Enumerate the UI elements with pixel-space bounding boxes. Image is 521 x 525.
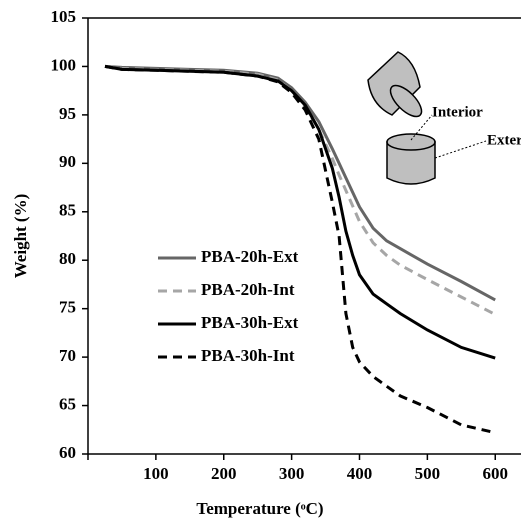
x-tick-label: 100 [143, 464, 169, 483]
x-tick-label: 200 [211, 464, 237, 483]
y-tick-label: 75 [59, 298, 76, 317]
y-tick-label: 85 [59, 201, 76, 220]
y-tick-label: 80 [59, 249, 76, 268]
legend-label: PBA-20h-Int [201, 280, 295, 299]
annotation-leader [410, 114, 487, 159]
y-tick-label: 95 [59, 104, 76, 123]
y-axis-label: Weight (%) [11, 194, 30, 279]
y-tick-label: 105 [51, 7, 77, 26]
y-tick-label: 60 [59, 443, 76, 462]
series-line [104, 64, 496, 435]
legend-label: PBA-30h-Ext [201, 313, 299, 332]
y-tick-label: 100 [51, 55, 77, 74]
x-tick-label: 300 [279, 464, 305, 483]
annotation: Exterior [487, 132, 521, 148]
y-tick-label: 90 [59, 152, 76, 171]
x-axis-label: Temperature (ᵒC) [196, 499, 323, 518]
x-tick-label: 500 [415, 464, 441, 483]
y-tick-label: 65 [59, 394, 76, 413]
legend-label: PBA-30h-Int [201, 346, 295, 365]
annotation: Interior [432, 104, 483, 120]
x-tick-label: 600 [482, 464, 508, 483]
sample-icon [367, 51, 436, 185]
legend-label: PBA-20h-Ext [201, 247, 299, 266]
y-tick-label: 70 [59, 346, 76, 365]
x-tick-label: 400 [347, 464, 373, 483]
